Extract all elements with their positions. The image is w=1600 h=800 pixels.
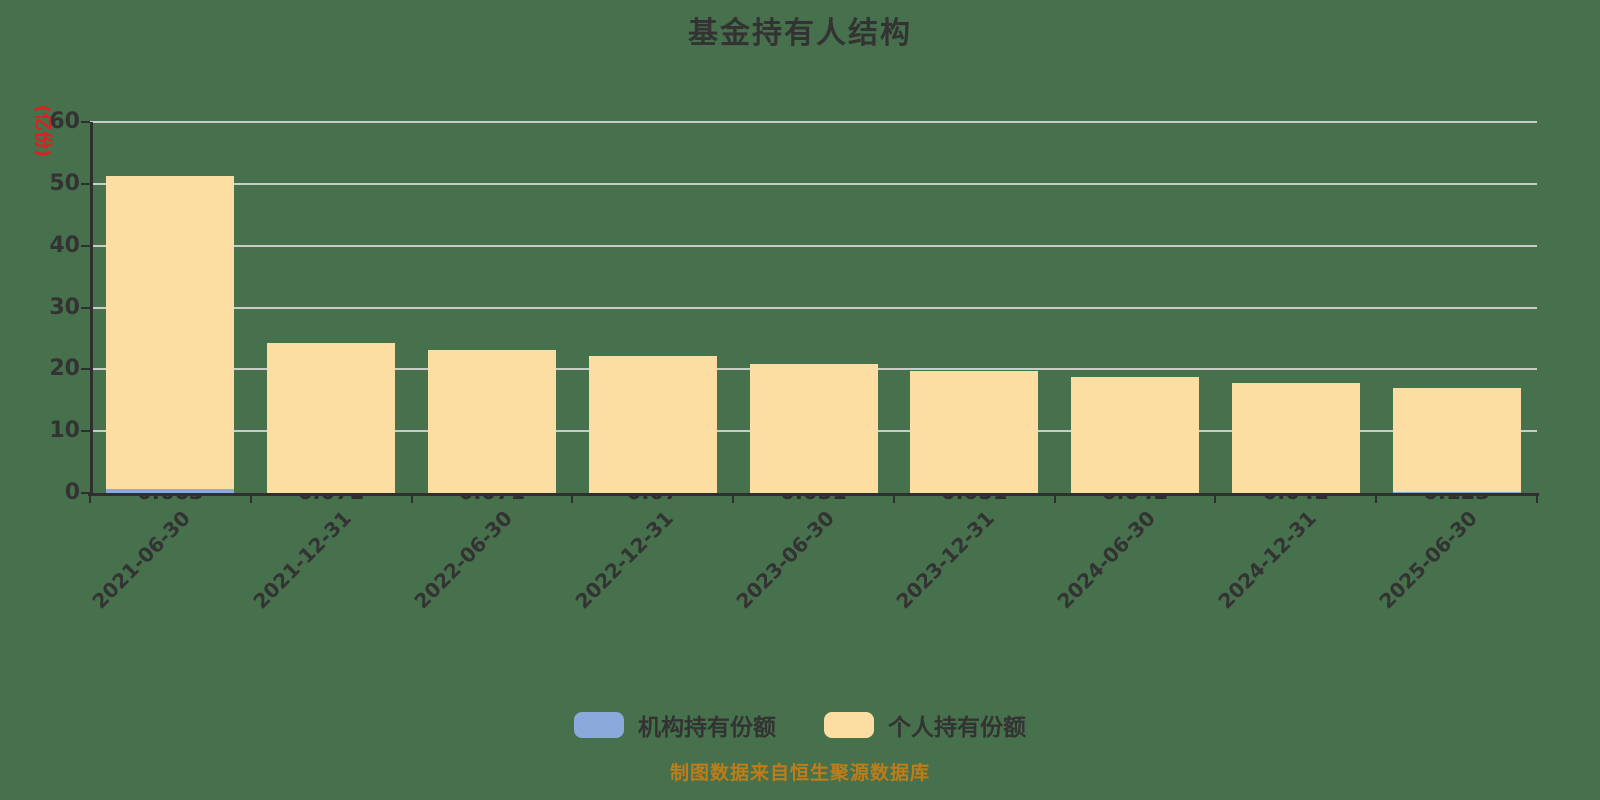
legend-label-institutional: 机构持有份额 — [638, 715, 776, 741]
x-axis-line — [88, 493, 1539, 496]
bar-segment-individual[interactable] — [749, 364, 878, 493]
bar-segment-institutional[interactable] — [106, 488, 235, 493]
y-axis-tick — [81, 368, 90, 371]
legend-label-individual: 个人持有份额 — [888, 715, 1026, 741]
bar-segment-individual[interactable] — [1071, 377, 1200, 493]
x-axis-tick — [410, 493, 413, 503]
y-axis-line — [90, 122, 93, 496]
y-axis-tick-label: 0 — [64, 480, 80, 505]
bar-segment-individual[interactable] — [106, 176, 235, 489]
legend-item-institutional[interactable]: 机构持有份额 — [574, 708, 776, 742]
bar-segment-individual[interactable] — [1392, 387, 1521, 493]
y-axis-tick — [81, 306, 90, 309]
bar-segment-individual[interactable] — [588, 355, 717, 493]
legend: 机构持有份额 个人持有份额 — [0, 708, 1600, 742]
x-axis-category-label: 2021-12-31 — [248, 506, 357, 614]
y-axis-tick-label: 30 — [49, 294, 80, 320]
x-axis-tick — [1053, 493, 1056, 503]
x-axis-category-label: 2021-06-30 — [87, 506, 196, 614]
x-axis-category-label: 2024-12-31 — [1213, 506, 1321, 614]
x-axis-tick — [249, 493, 252, 503]
grid-line — [90, 306, 1537, 309]
x-axis-category-label: 2022-06-30 — [409, 506, 517, 614]
y-axis-tick — [81, 121, 90, 123]
x-axis-category-label: 2024-06-30 — [1052, 506, 1161, 614]
legend-item-individual[interactable]: 个人持有份额 — [824, 708, 1026, 742]
chart-title: 基金持有人结构 — [688, 16, 912, 51]
x-axis-category-label: 2022-12-31 — [570, 506, 678, 614]
x-axis-tick — [1375, 493, 1378, 503]
grid-line — [90, 244, 1537, 247]
y-axis-tick-label: 60 — [49, 109, 80, 134]
bar-segment-individual[interactable] — [1231, 383, 1360, 493]
bar-segment-individual[interactable] — [267, 342, 396, 493]
legend-swatch-individual[interactable] — [824, 712, 874, 738]
x-axis-tick — [571, 493, 574, 503]
y-axis-tick — [81, 492, 90, 494]
bar-segment-institutional[interactable] — [1392, 492, 1521, 493]
data-source-caption: 制图数据来自恒生聚源数据库 — [669, 762, 930, 784]
y-axis-tick-label: 20 — [49, 356, 80, 382]
x-axis-tick — [1214, 493, 1217, 503]
bar-segment-individual[interactable] — [427, 349, 556, 493]
y-axis-tick-label: 50 — [49, 170, 80, 196]
bar-segment-individual[interactable] — [910, 370, 1039, 493]
x-axis-category-label: 2025-06-30 — [1374, 506, 1482, 614]
y-axis-tick — [81, 182, 90, 185]
legend-swatch-institutional[interactable] — [574, 712, 624, 738]
x-axis-tick — [1536, 493, 1538, 503]
x-axis-category-label: 2023-12-31 — [891, 506, 1000, 614]
x-axis-tick — [892, 493, 895, 503]
x-axis-tick — [732, 493, 735, 503]
x-axis-tick — [89, 493, 91, 503]
y-axis-tick-label: 40 — [49, 232, 80, 258]
y-axis-tick — [81, 430, 90, 433]
y-axis-tick — [81, 244, 90, 247]
grid-line — [90, 121, 1537, 123]
y-axis-tick-label: 10 — [49, 418, 80, 444]
grid-line — [90, 182, 1537, 185]
x-axis-category-label: 2023-06-30 — [731, 506, 839, 614]
